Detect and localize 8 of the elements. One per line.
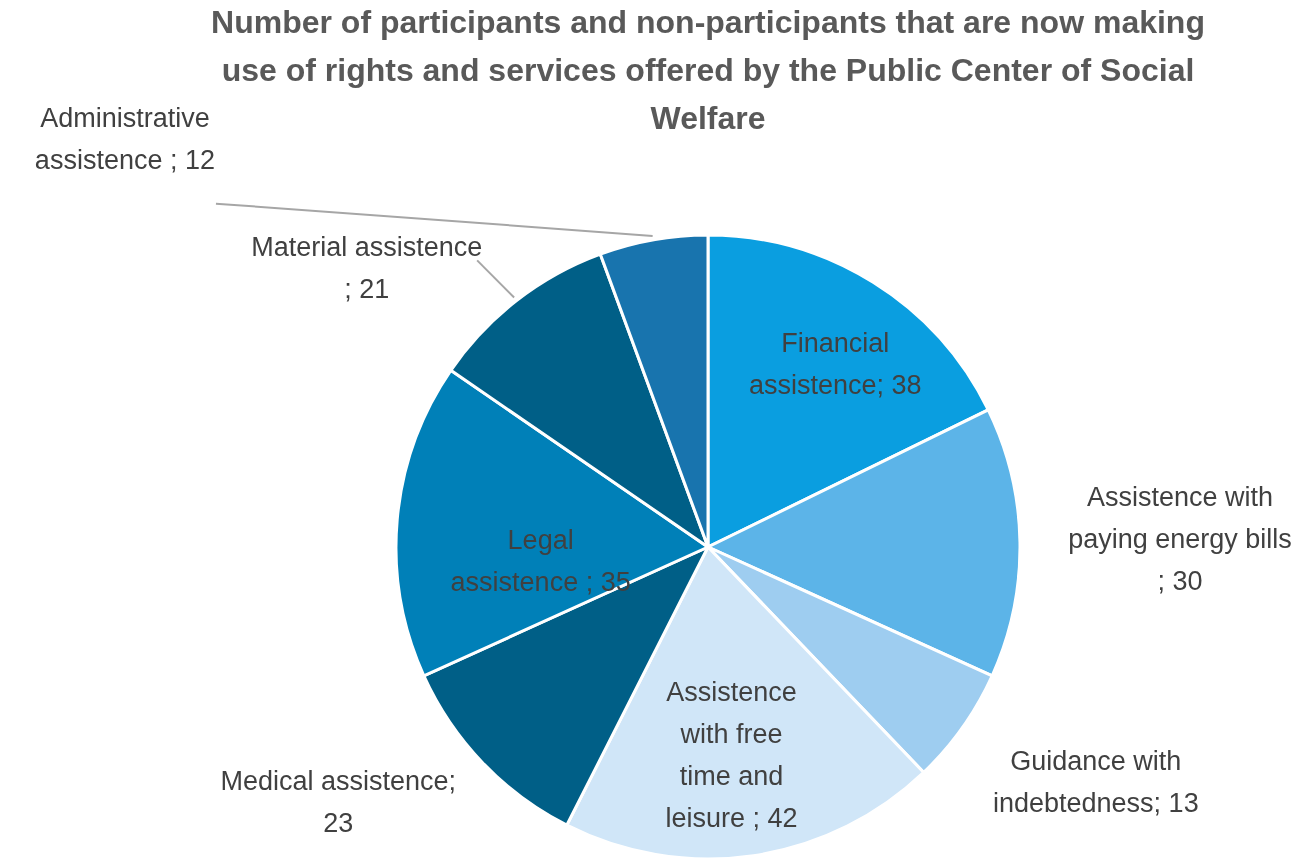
slice-label: Guidance with indebtedness; 13: [992, 746, 1199, 819]
slice-label: Medical assistence; 23: [220, 766, 457, 839]
slice-label: Financial assistence; 38: [748, 328, 922, 401]
slice-label: Assistence with free time and leisure ; 42: [665, 676, 798, 833]
slice-label: Material assistence: [251, 232, 483, 263]
data-label: ; 21: [344, 274, 390, 305]
slice-label: Assistence with paying energy bills: [1068, 482, 1292, 555]
data-label: ; 30: [1157, 566, 1203, 597]
